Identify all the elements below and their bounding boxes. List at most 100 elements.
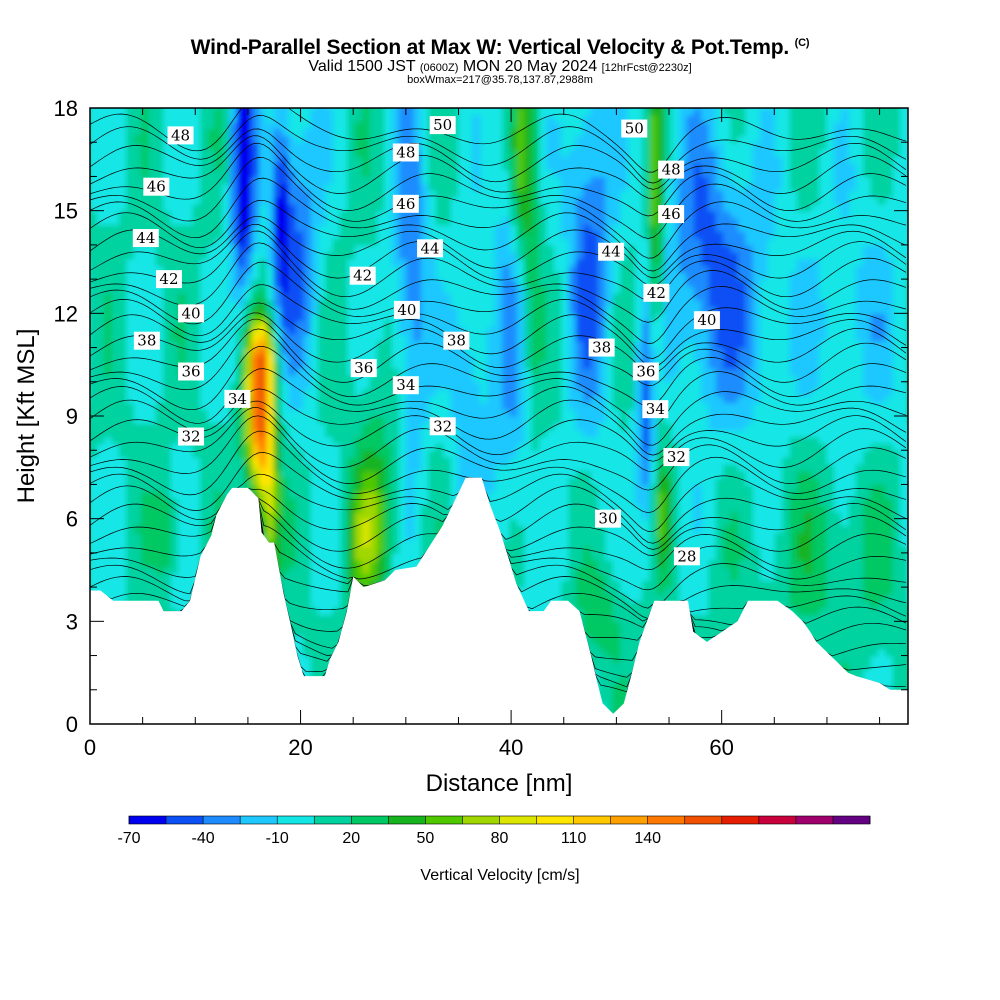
contour-label-text: 48 <box>662 161 681 179</box>
contour-label-text: 46 <box>396 195 415 213</box>
y-tick-label: 9 <box>66 404 78 429</box>
contour-label-text: 44 <box>136 229 155 247</box>
x-tick-label: 40 <box>499 735 523 760</box>
chart-title-text: Wind-Parallel Section at Max W: Vertical… <box>190 36 790 59</box>
contour-label-text: 38 <box>447 332 466 350</box>
colorbar-swatch <box>314 816 352 824</box>
contour-label: 48 <box>392 143 419 162</box>
contour-label: 48 <box>167 126 194 145</box>
terrain <box>90 477 908 724</box>
colorbar-swatch <box>536 816 574 824</box>
contour-label: 34 <box>224 389 251 408</box>
y-tick-label: 18 <box>54 96 78 121</box>
theta-contour-line <box>90 230 907 301</box>
colorbar-swatch <box>277 816 315 824</box>
box-info: boxWmax=217@35.78,137.87,2988m <box>407 74 593 86</box>
contour-label: 34 <box>642 400 669 419</box>
theta-contour-line <box>90 115 907 184</box>
contour-label: 38 <box>133 331 160 350</box>
contour-label: 38 <box>588 338 615 357</box>
contour-label: 28 <box>673 547 700 566</box>
contour-label-text: 30 <box>598 510 617 528</box>
theta-contour-line <box>90 200 907 272</box>
colorbar-tick-label: 140 <box>634 830 661 847</box>
theta-contour-line <box>90 142 907 217</box>
contour-label-text: 34 <box>228 390 247 408</box>
colorbar: -70 -40 -10 20 50 80 110 140 <box>117 815 871 847</box>
theta-contour-line <box>90 215 907 279</box>
contour-label-text: 42 <box>647 284 666 302</box>
contour-label: 42 <box>349 266 376 285</box>
contour-label-text: 28 <box>677 547 696 565</box>
contour-label-text: 32 <box>667 448 686 466</box>
contour-label-text: 44 <box>602 243 621 261</box>
theta-contour-line <box>90 328 907 407</box>
theta-contour-line <box>90 284 907 359</box>
contour-label: 36 <box>632 362 659 381</box>
contour-label: 40 <box>693 311 720 330</box>
contour-label: 44 <box>132 229 159 248</box>
theta-contour-line <box>90 415 907 491</box>
theta-contour-line <box>90 108 907 173</box>
contour-label-text: 36 <box>636 363 655 381</box>
contour-label: 42 <box>643 283 670 302</box>
contour-label-text: 40 <box>182 304 201 322</box>
colorbar-swatch <box>203 816 241 824</box>
colorbar-swatch <box>721 816 760 824</box>
contour-label-text: 46 <box>147 178 166 196</box>
chart-subtitle: Valid 1500 JST (0600Z) MON 20 May 2024 [… <box>0 58 1000 76</box>
contour-label-text: 44 <box>420 239 439 257</box>
contour-label: 46 <box>143 177 170 196</box>
contour-label-text: 40 <box>397 301 416 319</box>
theta-contour-line <box>90 302 907 367</box>
theta-contour-line <box>90 388 907 456</box>
colorbar-swatch <box>425 816 463 824</box>
contour-label-text: 34 <box>646 400 665 418</box>
x-tick-label: 0 <box>84 735 96 760</box>
contour-label-text: 32 <box>182 428 201 446</box>
colorbar-swatch <box>610 816 648 824</box>
colorbar-swatch <box>166 816 204 824</box>
contour-label: 36 <box>178 362 205 381</box>
theta-contour-line <box>90 430 906 514</box>
theta-contour-line <box>90 400 907 462</box>
contour-label: 46 <box>392 194 419 213</box>
colorbar-swatch <box>832 816 871 824</box>
contour-label-text: 50 <box>625 120 644 138</box>
colorbar-tick-label: -40 <box>192 830 215 847</box>
x-axis-label: Distance [nm] <box>426 770 573 797</box>
contour-label-text: 36 <box>354 359 373 377</box>
terrain-profile <box>90 477 908 724</box>
contour-label: 32 <box>663 448 690 467</box>
contour-label: 38 <box>443 331 470 350</box>
contour-label: 50 <box>429 116 456 135</box>
contour-label: 40 <box>178 304 205 323</box>
colorbar-swatch <box>647 816 686 824</box>
theta-contour-line <box>90 407 907 472</box>
colorbar-tick-label: -70 <box>117 830 140 847</box>
y-tick-label: 6 <box>66 507 78 532</box>
forecast-info: [12hrFcst@2230z] <box>601 62 692 74</box>
colorbar-swatch <box>684 816 723 824</box>
theta-contour-line <box>90 177 906 259</box>
contour-label: 48 <box>658 160 685 179</box>
contour-label: 44 <box>417 239 444 258</box>
y-tick-label: 0 <box>66 712 78 737</box>
contour-label-text: 50 <box>433 116 452 134</box>
x-tick-label: 60 <box>709 735 733 760</box>
contour-label-text: 48 <box>396 143 415 161</box>
theta-contour-line <box>90 318 907 386</box>
theta-contour-line <box>90 242 907 323</box>
contour-label: 32 <box>178 427 205 446</box>
colorbar-swatch <box>388 816 426 824</box>
theta-contour-line <box>90 312 907 374</box>
chart-header: Wind-Parallel Section at Max W: Vertical… <box>0 36 1000 86</box>
contour-label: 30 <box>594 509 621 528</box>
contour-label: 50 <box>621 119 648 138</box>
contour-label: 36 <box>350 359 377 378</box>
contour-label-text: 48 <box>171 126 190 144</box>
contour-label-text: 42 <box>353 267 372 285</box>
contour-labels: 48 46 44 42 40 38 36 34 32 50 48 46 44 42 40 38 36 34 32 50… <box>132 116 720 566</box>
contour-label: 32 <box>429 417 456 436</box>
